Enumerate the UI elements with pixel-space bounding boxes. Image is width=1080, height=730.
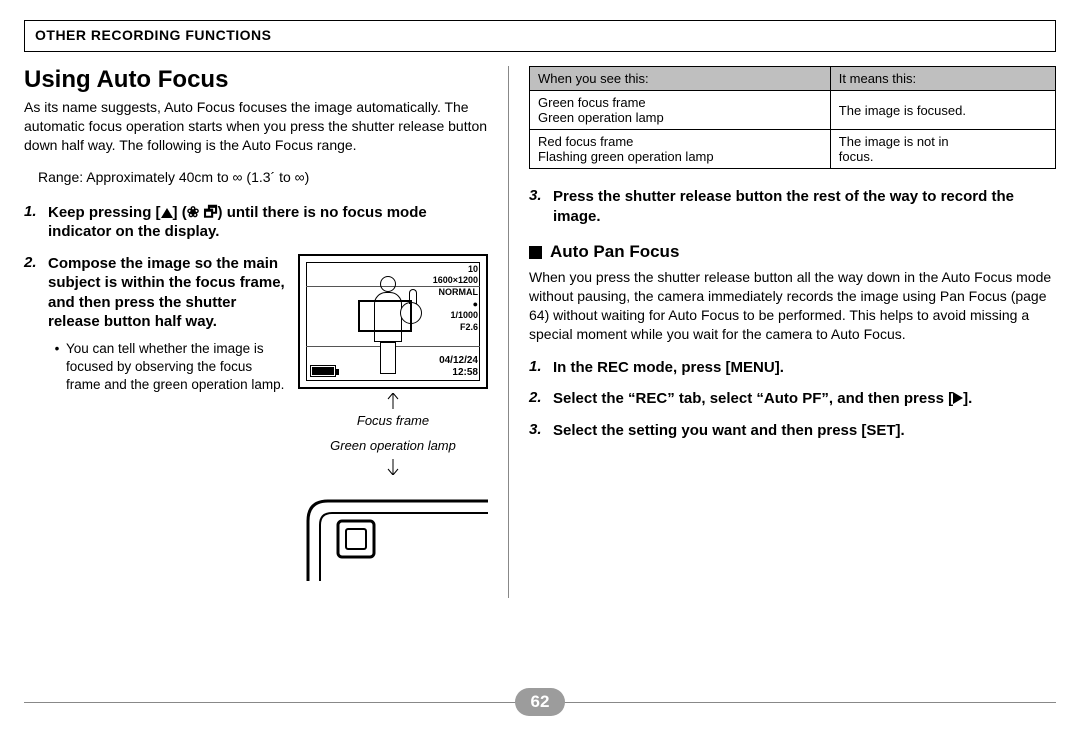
- table-cell-text: Red focus frame: [538, 134, 822, 149]
- table-cell-text: Green focus frame: [538, 95, 822, 110]
- pf-step-3: 3. Select the setting you want and then …: [529, 421, 1056, 441]
- step-3: 3. Press the shutter release button the …: [529, 187, 1056, 226]
- step-2-text: Compose the image so the main subject is…: [48, 254, 288, 332]
- up-triangle-icon: [161, 208, 173, 218]
- lcd-aperture: F2.6: [433, 322, 478, 334]
- lcd-datetime: 04/12/24 12:58: [439, 355, 478, 379]
- pf-step-2: 2. Select the “REC” tab, select “Auto PF…: [529, 389, 1056, 409]
- table-head-right: It means this:: [830, 67, 1055, 91]
- pf-step-1: 1. In the REC mode, press [MENU].: [529, 358, 1056, 378]
- focus-indicator-table: When you see this: It means this: Green …: [529, 66, 1056, 169]
- pf-step-2-text-b: ].: [963, 390, 972, 407]
- pf-step-1-text: In the REC mode, press [MENU].: [553, 359, 784, 376]
- pf-step-2-text-a: Select the “REC” tab, select “Auto PF”, …: [553, 390, 953, 407]
- pf-step-3-number: 3.: [529, 421, 553, 441]
- lcd-battery-icon: [310, 365, 336, 377]
- step-3-number: 3.: [529, 187, 553, 226]
- bullet-dot: •: [48, 340, 66, 395]
- step-3-text: Press the shutter release button the res…: [553, 188, 1014, 225]
- table-row: Green focus frame Green operation lamp T…: [530, 91, 1056, 130]
- step-1-number: 1.: [24, 203, 48, 242]
- lcd-resolution: 1600×1200: [433, 275, 478, 287]
- camera-corner-illustration: [298, 491, 488, 581]
- table-cell-text: The image is focused.: [830, 91, 1055, 130]
- pf-step-1-number: 1.: [529, 358, 553, 378]
- lcd-info-stack: 10 1600×1200 NORMAL ● 1/1000 F2.6: [433, 264, 478, 334]
- lcd-time: 12:58: [439, 367, 478, 379]
- right-column: When you see this: It means this: Green …: [509, 66, 1056, 598]
- step-2: 2. Compose the image so the main subject…: [24, 254, 488, 586]
- table-cell-text: Green operation lamp: [538, 110, 822, 125]
- auto-pan-focus-title: Auto Pan Focus: [550, 242, 679, 262]
- mode-icon: 🗗: [203, 204, 217, 221]
- lcd-rec-icon: ●: [433, 299, 478, 311]
- auto-pan-focus-paragraph: When you press the shutter release butto…: [529, 268, 1056, 344]
- table-row: Red focus frame Flashing green operation…: [530, 130, 1056, 169]
- step-1-text-b: ] (: [173, 204, 187, 221]
- green-lamp-caption: Green operation lamp: [298, 438, 488, 453]
- table-cell-text: The image is not in: [839, 134, 1047, 149]
- left-column: Using Auto Focus As its name suggests, A…: [24, 66, 509, 598]
- callout-arrow-down: [378, 457, 408, 475]
- page-footer: 62: [24, 688, 1056, 716]
- section-header-text: OTHER RECORDING FUNCTIONS: [35, 27, 272, 43]
- table-cell-text: focus.: [839, 149, 1047, 164]
- section-header-bar: OTHER RECORDING FUNCTIONS: [24, 20, 1056, 52]
- step-1: 1. Keep pressing [] (❀ 🗗) until there is…: [24, 203, 488, 242]
- pf-step-3-text: Select the setting you want and then pre…: [553, 422, 905, 439]
- step-2-number: 2.: [24, 254, 48, 586]
- right-triangle-icon: [953, 392, 963, 404]
- step-1-text-a: Keep pressing [: [48, 204, 161, 221]
- lcd-quality: NORMAL: [433, 287, 478, 299]
- range-line: Range: Approximately 40cm to ∞ (1.3´ to …: [38, 169, 488, 185]
- lcd-date: 04/12/24: [439, 355, 478, 367]
- callout-arrow-up: [378, 393, 408, 411]
- step-2-bullet-text: You can tell whether the image is focuse…: [66, 340, 288, 395]
- page-number-badge: 62: [515, 688, 566, 716]
- lcd-focus-frame: [358, 300, 412, 332]
- macro-flower-icon: ❀: [187, 204, 204, 221]
- step-2-bullet: • You can tell whether the image is focu…: [48, 340, 288, 395]
- two-column-layout: Using Auto Focus As its name suggests, A…: [24, 66, 1056, 598]
- auto-pan-focus-heading: Auto Pan Focus: [529, 242, 1056, 262]
- lcd-counter: 10: [433, 264, 478, 276]
- lcd-illustration-column: 10 1600×1200 NORMAL ● 1/1000 F2.6 04/12/…: [298, 254, 488, 586]
- lcd-shutter: 1/1000: [433, 310, 478, 322]
- intro-paragraph: As its name suggests, Auto Focus focuses…: [24, 98, 488, 155]
- lcd-screen-illustration: 10 1600×1200 NORMAL ● 1/1000 F2.6 04/12/…: [298, 254, 488, 389]
- table-cell-text: Flashing green operation lamp: [538, 149, 822, 164]
- focus-frame-caption: Focus frame: [298, 413, 488, 428]
- section-square-icon: [529, 246, 542, 259]
- table-head-left: When you see this:: [530, 67, 831, 91]
- pf-step-2-number: 2.: [529, 389, 553, 409]
- page-title: Using Auto Focus: [24, 66, 488, 94]
